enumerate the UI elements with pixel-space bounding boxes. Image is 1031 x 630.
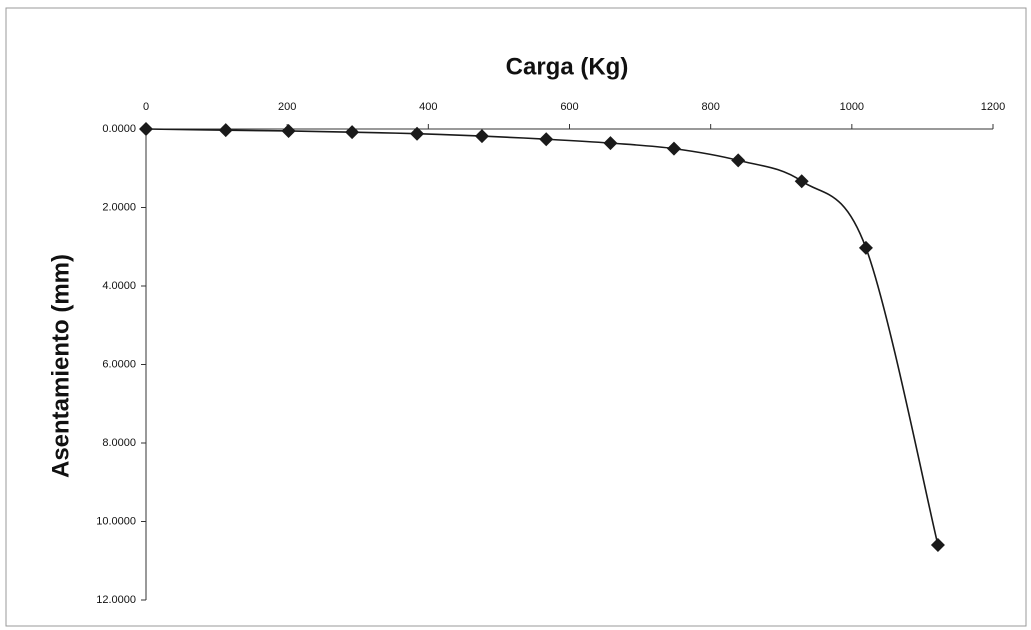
y-axis-label: Asentamiento (mm) <box>47 254 74 478</box>
data-point <box>345 125 360 140</box>
data-point <box>474 129 489 144</box>
x-tick-label: 200 <box>278 101 296 113</box>
y-tick-label: 2.0000 <box>102 201 136 213</box>
data-point <box>666 141 681 156</box>
data-point <box>603 136 618 151</box>
data-point <box>539 132 554 147</box>
y-tick-label: 8.0000 <box>102 437 136 449</box>
x-tick-label: 800 <box>701 101 719 113</box>
y-tick-label: 6.0000 <box>102 358 136 370</box>
data-point <box>731 153 746 168</box>
chart-frame <box>5 7 1027 627</box>
x-tick-label: 0 <box>143 101 149 113</box>
data-point <box>930 538 945 553</box>
y-tick-label: 12.0000 <box>96 594 136 606</box>
data-line <box>145 128 939 546</box>
x-tick-label: 1200 <box>981 101 1005 113</box>
data-point <box>858 240 873 255</box>
y-tick-label: 0.0000 <box>102 123 136 135</box>
data-point <box>794 174 809 189</box>
data-point <box>281 123 296 138</box>
x-tick-label: 600 <box>560 101 578 113</box>
y-tick-label: 4.0000 <box>102 280 136 292</box>
y-tick-label: 10.0000 <box>96 515 136 527</box>
data-point <box>139 122 153 136</box>
x-tick-label: 1000 <box>840 101 864 113</box>
data-point <box>410 126 425 141</box>
data-point <box>218 123 233 138</box>
chart-title: Carga (Kg) <box>506 53 629 80</box>
x-tick-label: 400 <box>419 101 437 113</box>
